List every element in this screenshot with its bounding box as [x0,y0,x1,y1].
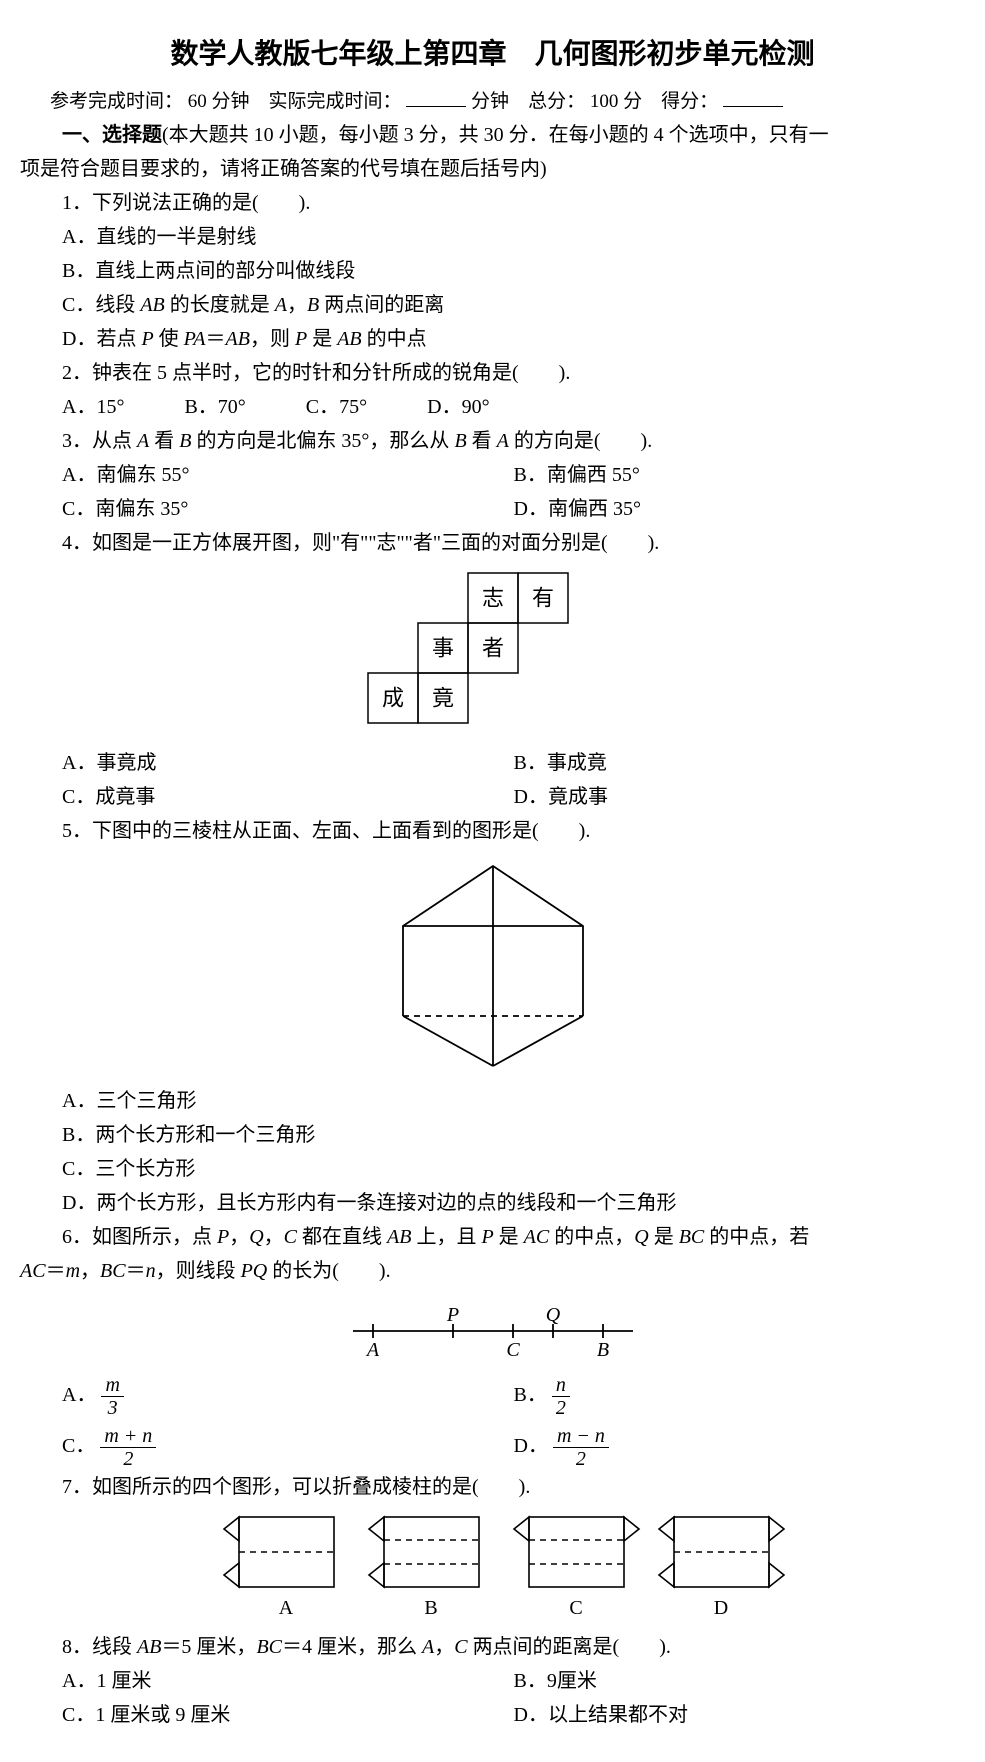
q3-stem: 3．从点 A 看 B 的方向是北偏东 35°，那么从 B 看 A 的方向是( )… [62,424,965,458]
q4-opt-c: C．成竟事 [62,780,514,814]
total-value: 100 分 [590,91,642,112]
q6-line-svg: A P C Q B [343,1296,643,1366]
q4-opt-b: B．事成竟 [514,746,966,780]
svg-text:C: C [506,1339,520,1361]
q8-row2: C．1 厘米或 9 厘米 D．以上结果都不对 [62,1698,965,1732]
q4-stem: 4．如图是一正方体展开图，则"有""志""者"三面的对面分别是( ). [62,526,965,560]
q1-stem: 1．下列说法正确的是( ). [62,186,965,220]
section-1-desc1: (本大题共 10 小题，每小题 3 分，共 30 分．在每小题的 4 个选项中，… [162,124,829,146]
ref-time-value: 60 分钟 [188,91,250,112]
q2-options: A．15° B．70° C．75° D．90° [62,390,965,424]
q8-row1: A．1 厘米 B．9厘米 [62,1664,965,1698]
svg-text:B: B [424,1597,437,1619]
q1-num: 1． [62,192,92,214]
section-1-desc2: 项是符合题目要求的，请将正确答案的代号填在题后括号内) [20,152,965,186]
q3-row1: A．南偏东 55° B．南偏西 55° [62,458,965,492]
q5-opt-d: D．两个长方形，且长方形内有一条连接对边的点的线段和一个三角形 [62,1186,965,1220]
q3-opt-d: D．南偏西 35° [514,492,966,526]
q4-opt-d: D．竟成事 [514,780,966,814]
q4-num: 4． [62,532,92,554]
q3-opt-a: A．南偏东 55° [62,458,514,492]
q3-num: 3． [62,430,92,452]
svg-text:P: P [445,1304,458,1326]
svg-text:A: A [278,1597,293,1619]
total-label: 总分： [528,91,585,112]
q3-row2: C．南偏东 35° D．南偏西 35° [62,492,965,526]
q2-opt-b: B．70° [184,390,245,424]
svg-text:B: B [596,1339,608,1361]
q7-stem: 7．如图所示的四个图形，可以折叠成棱柱的是( ). [62,1470,965,1504]
q8-opt-c: C．1 厘米或 9 厘米 [62,1698,514,1732]
svg-text:者: 者 [481,635,503,660]
q2-num: 2． [62,362,92,384]
q6-opt-b: B． n2 [514,1374,966,1419]
q5-stem: 5．下图中的三棱柱从正面、左面、上面看到的图形是( ). [62,814,965,848]
q5-opt-b: B．两个长方形和一个三角形 [62,1118,965,1152]
actual-time-label: 实际完成时间： [269,91,402,112]
q5-num: 5． [62,820,92,842]
q2-opt-a: A．15° [62,390,124,424]
q6-row2: C． m + n2 D． m − n2 [62,1425,965,1470]
svg-text:竟: 竟 [431,685,453,710]
svg-text:成: 成 [381,685,403,710]
q6-opt-c: C． m + n2 [62,1425,514,1470]
q6-figure: A P C Q B [20,1296,965,1366]
meta-line: 参考完成时间： 60 分钟 实际完成时间： 分钟 总分： 100 分 得分： [50,86,965,118]
q8-opt-d: D．以上结果都不对 [514,1698,966,1732]
svg-text:有: 有 [531,585,553,610]
q7-nets-svg: A B C D [214,1512,814,1622]
q6-stem-line2: AC＝m，BC＝n，则线段 PQ 的长为( ). [20,1254,965,1288]
score-label: 得分： [661,91,718,112]
svg-text:志: 志 [481,585,503,610]
q7-figure: A B C D [62,1512,965,1622]
q3-opt-c: C．南偏东 35° [62,492,514,526]
q4-opt-a: A．事竟成 [62,746,514,780]
q8-num: 8． [62,1636,92,1658]
q8-opt-b: B．9厘米 [514,1664,966,1698]
svg-text:D: D [713,1597,727,1619]
score-blank[interactable] [723,88,783,107]
page-title: 数学人教版七年级上第四章 几何图形初步单元检测 [20,30,965,78]
q1-opt-a: A．直线的一半是射线 [62,220,965,254]
q6-opt-d: D． m − n2 [514,1425,966,1470]
q1-opt-b: B．直线上两点间的部分叫做线段 [62,254,965,288]
q5-opt-c: C．三个长方形 [62,1152,965,1186]
q6-opt-a: A． m3 [62,1374,514,1419]
q2-stem: 2．钟表在 5 点半时，它的时针和分针所成的锐角是( ). [62,356,965,390]
q8-opt-a: A．1 厘米 [62,1664,514,1698]
q2-opt-d: D．90° [427,390,489,424]
svg-text:C: C [569,1597,582,1619]
q8-stem: 8．线段 AB＝5 厘米，BC＝4 厘米，那么 A，C 两点间的距离是( ). [62,1630,965,1664]
q5-opt-a: A．三个三角形 [62,1084,965,1118]
svg-text:A: A [364,1339,379,1361]
ref-time-label: 参考完成时间： [50,91,183,112]
q4-row1: A．事竟成 B．事成竟 [62,746,965,780]
q6-num: 6． [62,1226,92,1248]
q4-row2: C．成竟事 D．竟成事 [62,780,965,814]
svg-text:事: 事 [431,635,453,660]
q1-opt-c: C．线段 AB 的长度就是 A，B 两点间的距离 [62,288,965,322]
q6-stem-line1: 6．如图所示，点 P，Q，C 都在直线 AB 上，且 P 是 AC 的中点，Q … [62,1220,965,1254]
q3-opt-b: B．南偏西 55° [514,458,966,492]
q4-net-svg: 志 有 事 者 成 竟 [363,568,623,738]
svg-text:Q: Q [545,1304,560,1326]
actual-time-blank[interactable] [406,88,466,107]
q5-figure [20,856,965,1076]
section-1-heading: 一、选择题 [62,124,162,146]
q5-prism-svg [373,856,613,1076]
q1-opt-d: D．若点 P 使 PA＝AB，则 P 是 AB 的中点 [62,322,965,356]
minute-unit: 分钟 [471,91,509,112]
section-1-header: 一、选择题(本大题共 10 小题，每小题 3 分，共 30 分．在每小题的 4 … [62,118,965,152]
q2-opt-c: C．75° [306,390,367,424]
q4-figure: 志 有 事 者 成 竟 [20,568,965,738]
q7-num: 7． [62,1476,92,1498]
q6-row1: A． m3 B． n2 [62,1374,965,1419]
